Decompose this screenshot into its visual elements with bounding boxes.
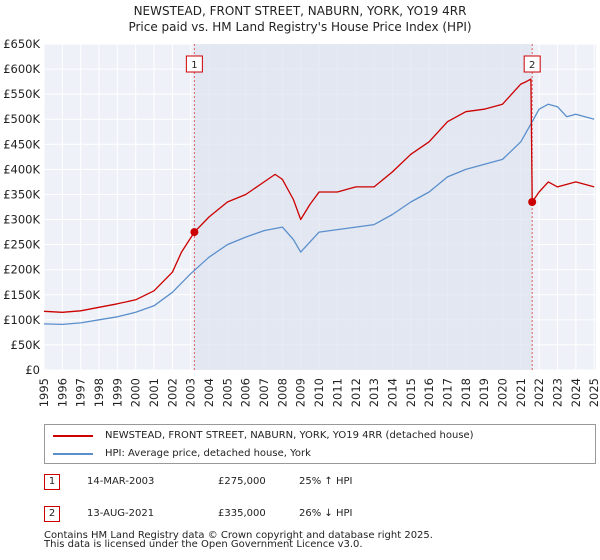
- footer-line: Contains HM Land Registry data © Crown c…: [44, 530, 433, 541]
- x-tick-label: 2003: [184, 378, 198, 407]
- legend-item-property: NEWSTEAD, FRONT STREET, NABURN, YORK, YO…: [53, 430, 474, 441]
- sale-period-band: [194, 44, 533, 370]
- y-tick-label: £500K: [3, 112, 40, 126]
- x-tick-label: 1998: [92, 378, 106, 407]
- y-tick-label: £0: [25, 363, 40, 377]
- x-tick-label: 2010: [312, 378, 326, 407]
- x-tick-label: 2002: [165, 378, 179, 407]
- legend-label-property: NEWSTEAD, FRONT STREET, NABURN, YORK, YO…: [105, 430, 474, 441]
- price-chart: NEWSTEAD, FRONT STREET, NABURN, YORK, YO…: [3, 4, 600, 407]
- x-tick-label: 2005: [220, 378, 234, 407]
- sale-label-text: 2: [529, 60, 535, 71]
- x-tick-label: 2021: [514, 378, 528, 407]
- sale-label-box: [185, 55, 203, 73]
- x-tick-label: 2025: [587, 378, 600, 407]
- sale-hpi-diff: 25% ↑ HPI: [299, 476, 353, 487]
- chart-subtitle: Price paid vs. HM Land Registry's House …: [128, 20, 471, 34]
- y-tick-label: £600K: [3, 62, 40, 76]
- sale-hpi-diff: 26% ↓ HPI: [299, 508, 353, 519]
- x-tick-label: 2008: [275, 378, 289, 407]
- footer-line: This data is licensed under the Open Gov…: [44, 539, 363, 550]
- legend: NEWSTEAD, FRONT STREET, NABURN, YORK, YO…: [44, 424, 596, 464]
- sale-price: £275,000: [218, 476, 266, 487]
- y-tick-label: £100K: [3, 313, 40, 327]
- y-tick-label: £400K: [3, 162, 40, 176]
- legend-swatch-property: [53, 434, 93, 437]
- sale-point: [528, 197, 537, 206]
- sale-date: 13-AUG-2021: [87, 508, 155, 519]
- legend-swatch-hpi: [53, 452, 93, 455]
- y-tick-label: £200K: [3, 263, 40, 277]
- x-tick-label: 2022: [532, 378, 546, 407]
- x-tick-label: 2024: [569, 378, 583, 407]
- sale-label-box: [523, 55, 541, 73]
- x-tick-label: 2019: [477, 378, 491, 407]
- x-tick-label: 2000: [129, 378, 143, 407]
- x-tick-label: 2018: [459, 378, 473, 407]
- x-tick-label: 1999: [110, 378, 124, 407]
- x-tick-label: 2011: [330, 378, 344, 407]
- x-tick-label: 2013: [367, 378, 381, 407]
- legend-item-hpi: HPI: Average price, detached house, York: [53, 448, 311, 459]
- y-tick-label: £300K: [3, 213, 40, 227]
- y-tick-label: £450K: [3, 137, 40, 151]
- y-tick-label: £350K: [3, 187, 40, 201]
- x-tick-label: 2017: [440, 378, 454, 407]
- y-tick-label: £650K: [3, 37, 40, 51]
- y-tick-label: £250K: [3, 238, 40, 252]
- chart-title: NEWSTEAD, FRONT STREET, NABURN, YORK, YO…: [134, 4, 467, 18]
- x-tick-label: 2023: [550, 378, 564, 407]
- sale-marker-badge: 2: [44, 506, 60, 522]
- footer-attribution: Contains HM Land Registry data © Crown c…: [44, 530, 584, 550]
- y-tick-label: £50K: [11, 338, 41, 352]
- x-tick-label: 2006: [239, 378, 253, 407]
- x-tick-label: 1996: [55, 378, 69, 407]
- x-tick-label: 2012: [349, 378, 363, 407]
- x-tick-label: 1995: [37, 378, 51, 407]
- sale-row: 1 14-MAR-2003 £275,000 25% ↑ HPI: [44, 474, 596, 494]
- sale-point: [190, 228, 199, 237]
- x-tick-label: 2015: [404, 378, 418, 407]
- sale-row: 2 13-AUG-2021 £335,000 26% ↓ HPI: [44, 506, 596, 526]
- x-tick-label: 2007: [257, 378, 271, 407]
- x-tick-label: 2016: [422, 378, 436, 407]
- legend-label-hpi: HPI: Average price, detached house, York: [105, 448, 311, 459]
- sale-price: £335,000: [218, 508, 266, 519]
- y-tick-label: £550K: [3, 87, 40, 101]
- series-line-hpi: [43, 103, 595, 326]
- sale-date: 14-MAR-2003: [87, 476, 155, 487]
- y-tick-label: £150K: [3, 288, 40, 302]
- x-tick-label: 1997: [74, 378, 88, 407]
- x-tick-label: 2020: [495, 378, 509, 407]
- sale-label-text: 1: [191, 60, 197, 71]
- x-tick-label: 2001: [147, 378, 161, 407]
- x-tick-label: 2014: [385, 378, 399, 407]
- x-tick-label: 2009: [294, 378, 308, 407]
- sale-marker-badge: 1: [44, 474, 60, 490]
- x-tick-label: 2004: [202, 378, 216, 407]
